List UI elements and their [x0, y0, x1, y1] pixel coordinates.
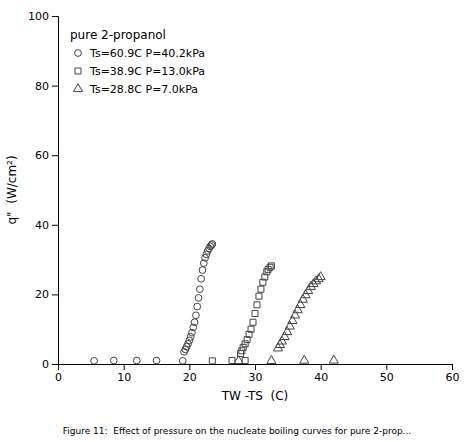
legend-title: pure 2-propanol — [70, 28, 166, 42]
point — [195, 294, 202, 301]
point — [209, 241, 216, 248]
legend-item: Ts=60.9C P=40.2kPa — [75, 47, 205, 60]
x-axis-title: TW -TS (C) — [221, 389, 289, 403]
point — [285, 321, 294, 329]
point — [196, 286, 203, 293]
point — [258, 286, 264, 292]
tick-mark — [452, 364, 453, 370]
tick-mark — [386, 364, 387, 370]
point — [256, 293, 262, 299]
legend-symbol — [75, 68, 81, 74]
tick-label: 0 — [42, 358, 49, 371]
point — [300, 355, 309, 363]
tick-label: 40 — [35, 219, 49, 232]
tick: 0 — [42, 358, 58, 371]
point — [316, 272, 325, 280]
point — [252, 311, 258, 317]
x-axis: 0 10 20 30 40 50 60 — [55, 364, 460, 384]
series — [209, 263, 274, 364]
tick-mark — [124, 364, 125, 370]
tick-label: 20 — [35, 288, 49, 301]
point — [290, 310, 299, 318]
point — [193, 312, 200, 319]
point — [234, 356, 243, 364]
point — [298, 294, 307, 302]
y-axis: 0 20 40 60 80 100 — [28, 10, 59, 371]
point — [209, 358, 215, 364]
tick: 50 — [380, 364, 394, 384]
point — [198, 275, 205, 282]
tick-mark — [255, 364, 256, 370]
tick-label: 50 — [380, 371, 394, 384]
tick-label: 60 — [35, 149, 49, 162]
tick: 60 — [446, 364, 460, 384]
caption: Figure 11: Effect of pressure on the nuc… — [63, 426, 411, 436]
legend-label: Ts=38.9C P=13.0kPa — [89, 65, 205, 78]
marks — [91, 241, 339, 364]
legend-item: Ts=28.8C P=7.0kPa — [73, 83, 198, 96]
point — [283, 327, 292, 335]
point — [250, 319, 256, 325]
point — [277, 336, 286, 344]
plot: 0 10 20 30 40 50 60 0 20 40 60 80 100 TW -TS (C) q" (W… — [5, 10, 460, 403]
tick-label: 100 — [28, 10, 49, 23]
tick-label: 0 — [55, 371, 62, 384]
tick-mark — [52, 364, 58, 365]
point — [329, 355, 338, 363]
tick: 20 — [183, 364, 197, 384]
point — [267, 356, 276, 364]
chart: 0 10 20 30 40 50 60 0 20 40 60 80 100 TW -TS (C) q" (W… — [0, 0, 474, 442]
point — [248, 326, 254, 332]
legend-item: Ts=38.9C P=13.0kPa — [75, 65, 205, 78]
point — [288, 316, 297, 324]
tick-label: 20 — [183, 371, 197, 384]
tick: 100 — [28, 10, 58, 23]
tick-label: 40 — [314, 371, 328, 384]
series — [234, 272, 338, 364]
tick: 60 — [35, 149, 58, 162]
tick-mark — [321, 364, 322, 370]
point — [110, 357, 117, 364]
point — [91, 357, 98, 364]
tick-label: 80 — [35, 80, 49, 93]
tick: 0 — [55, 364, 62, 384]
point — [133, 357, 140, 364]
point — [296, 300, 305, 308]
point — [153, 357, 160, 364]
point — [242, 341, 248, 347]
tick-mark — [52, 225, 58, 226]
point — [187, 333, 194, 340]
legend-symbol — [73, 84, 82, 92]
series — [91, 241, 216, 364]
point — [293, 305, 302, 313]
tick: 30 — [249, 364, 263, 384]
point — [280, 332, 289, 340]
axis-line — [59, 365, 453, 371]
tick: 20 — [35, 288, 58, 301]
y-axis-title: q" (W/cm²) — [5, 155, 19, 224]
tick-mark — [52, 16, 58, 17]
tick-mark — [52, 294, 58, 295]
point — [179, 357, 186, 364]
point — [191, 319, 198, 326]
tick: 40 — [35, 219, 58, 232]
legend-label: Ts=28.8C P=7.0kPa — [89, 83, 198, 96]
point — [268, 263, 274, 269]
point — [194, 303, 201, 310]
tick: 80 — [35, 80, 58, 93]
tick-label: 30 — [249, 371, 263, 384]
point — [199, 267, 206, 274]
tick-mark — [52, 86, 58, 87]
legend-symbol — [75, 50, 82, 57]
axis-line — [52, 17, 59, 365]
tick: 40 — [314, 364, 328, 384]
tick-label: 10 — [117, 371, 131, 384]
point — [254, 302, 260, 308]
tick-mark — [52, 155, 58, 156]
tick: 10 — [117, 364, 131, 384]
legend-label: Ts=60.9C P=40.2kPa — [89, 47, 205, 60]
legend: pure 2-propanol Ts=60.9C P=40.2kPa Ts=38.9… — [70, 28, 205, 96]
tick-label: 60 — [446, 371, 460, 384]
tick-mark — [189, 364, 190, 370]
